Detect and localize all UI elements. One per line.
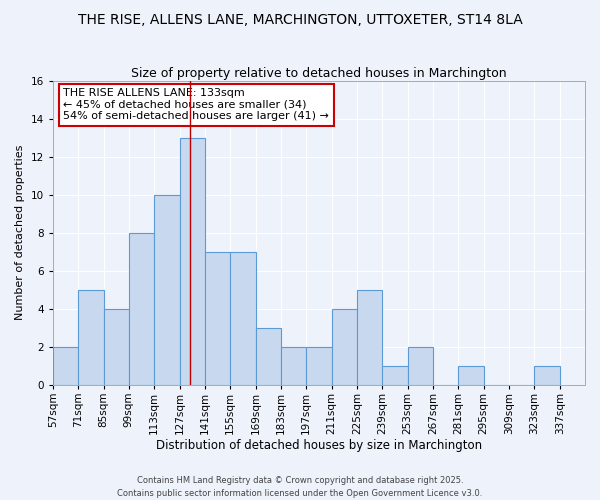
Bar <box>306 347 332 385</box>
Bar <box>357 290 382 385</box>
Bar <box>332 309 357 385</box>
Bar <box>104 309 129 385</box>
Bar <box>535 366 560 385</box>
Title: Size of property relative to detached houses in Marchington: Size of property relative to detached ho… <box>131 66 507 80</box>
Text: Contains HM Land Registry data © Crown copyright and database right 2025.
Contai: Contains HM Land Registry data © Crown c… <box>118 476 482 498</box>
Bar <box>458 366 484 385</box>
Bar <box>256 328 281 385</box>
Bar <box>230 252 256 385</box>
Text: THE RISE ALLENS LANE: 133sqm
← 45% of detached houses are smaller (34)
54% of se: THE RISE ALLENS LANE: 133sqm ← 45% of de… <box>64 88 329 122</box>
Bar <box>407 347 433 385</box>
Bar <box>382 366 407 385</box>
Bar <box>129 233 154 385</box>
X-axis label: Distribution of detached houses by size in Marchington: Distribution of detached houses by size … <box>156 440 482 452</box>
Bar <box>205 252 230 385</box>
Y-axis label: Number of detached properties: Number of detached properties <box>15 145 25 320</box>
Bar <box>281 347 306 385</box>
Text: THE RISE, ALLENS LANE, MARCHINGTON, UTTOXETER, ST14 8LA: THE RISE, ALLENS LANE, MARCHINGTON, UTTO… <box>77 12 523 26</box>
Bar <box>154 194 179 385</box>
Bar <box>53 347 78 385</box>
Bar <box>179 138 205 385</box>
Bar <box>78 290 104 385</box>
